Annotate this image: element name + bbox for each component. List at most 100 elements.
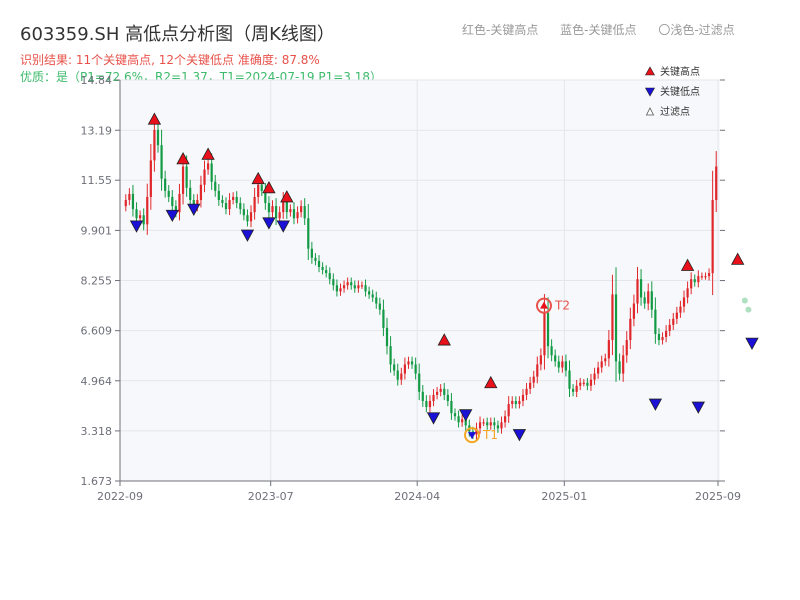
candle <box>321 262 324 275</box>
t1-label: T1 <box>482 428 498 442</box>
y-tick-label: 9.901 <box>81 224 113 237</box>
key-high-marker <box>280 190 294 203</box>
candle <box>593 367 596 385</box>
x-tick-label: 2023-07 <box>248 490 294 503</box>
candles <box>124 115 718 440</box>
candle <box>407 356 410 369</box>
candle <box>189 179 192 207</box>
candle <box>164 170 167 198</box>
filtered-point <box>745 306 752 313</box>
candle <box>686 281 689 304</box>
markers: T2 T1 <box>129 112 759 444</box>
candle <box>246 209 249 227</box>
legend-low-icon <box>644 87 656 97</box>
y-tick-label: 8.255 <box>81 275 113 288</box>
candle <box>600 355 603 373</box>
candle <box>557 355 560 373</box>
legend-label: 过滤点 <box>660 105 690 118</box>
candle <box>611 274 614 356</box>
legend-filtered-icon <box>645 107 655 116</box>
candle <box>532 370 535 388</box>
candle <box>242 203 245 221</box>
candle <box>582 379 585 387</box>
candle <box>482 418 485 426</box>
candle <box>282 192 285 219</box>
key-low-marker <box>240 229 255 242</box>
candle <box>310 241 313 264</box>
t1-inner-marker <box>468 432 476 440</box>
legend-label: 关键高点 <box>660 65 700 78</box>
candle <box>271 200 274 218</box>
candle <box>604 353 607 366</box>
candle <box>428 395 432 413</box>
candle <box>346 277 349 290</box>
candle <box>221 195 224 208</box>
candle <box>274 198 278 225</box>
candle <box>690 272 693 295</box>
y-tick-label: 4.964 <box>81 375 113 388</box>
candle <box>303 198 306 225</box>
y-tick-label: 14.84 <box>81 74 113 87</box>
key-low-marker <box>187 203 201 216</box>
candle <box>514 396 517 409</box>
candle <box>360 281 364 289</box>
candle <box>203 160 206 193</box>
candle <box>650 281 653 318</box>
candle <box>521 389 525 407</box>
candle <box>160 129 163 191</box>
candle <box>579 378 582 391</box>
candle <box>267 196 271 219</box>
candle <box>622 345 625 382</box>
candle <box>665 325 668 343</box>
axes: 1.673 3.318 4.964 6.609 8.255 9.901 11.55 13.19… <box>81 74 741 503</box>
x-tick-label: 2025-01 <box>541 490 587 503</box>
candle <box>149 143 152 210</box>
legend-note-filtered: 〇浅色-过滤点 <box>658 23 735 37</box>
candle <box>518 396 521 409</box>
candle <box>156 120 160 153</box>
x-tick-label: 2025-09 <box>695 490 741 503</box>
candle <box>457 410 460 428</box>
candle <box>546 297 550 359</box>
candle <box>511 396 514 409</box>
candle <box>697 270 700 288</box>
t2-inner-marker <box>540 301 548 309</box>
candle <box>167 185 170 203</box>
candle <box>693 274 696 287</box>
candle <box>178 183 181 221</box>
x-tick-label: 2022-09 <box>97 490 143 503</box>
candle <box>289 204 292 217</box>
candle <box>704 272 707 280</box>
candle <box>418 363 421 401</box>
candle <box>682 290 686 313</box>
candle <box>478 416 482 434</box>
y-tick-label: 6.609 <box>81 325 113 338</box>
key-high-marker <box>437 333 451 346</box>
candle <box>629 307 632 350</box>
candle <box>435 387 439 400</box>
legend-note-low: 蓝色-关键低点 <box>560 23 637 37</box>
candle <box>507 396 510 423</box>
candle <box>206 157 210 175</box>
candle <box>571 384 575 397</box>
candle <box>335 279 339 297</box>
candle <box>654 297 657 344</box>
result-subtitle: 识别结果: 11个关键高点, 12个关键低点 准确度: 87.8% <box>20 53 320 67</box>
key-low-marker <box>745 337 759 350</box>
candle <box>131 184 135 217</box>
candle <box>679 300 682 318</box>
key-high-marker <box>176 152 190 165</box>
candle <box>153 115 156 172</box>
key-high-marker <box>731 252 745 265</box>
candle <box>657 328 661 346</box>
key-low-marker <box>648 398 663 411</box>
candle <box>589 373 593 391</box>
candle <box>525 383 528 401</box>
candle <box>249 205 253 228</box>
candle <box>672 312 675 331</box>
candle <box>564 354 568 377</box>
candle <box>575 379 578 398</box>
legend-note-high: 红色-关键高点 <box>462 23 539 37</box>
candle <box>382 299 385 337</box>
